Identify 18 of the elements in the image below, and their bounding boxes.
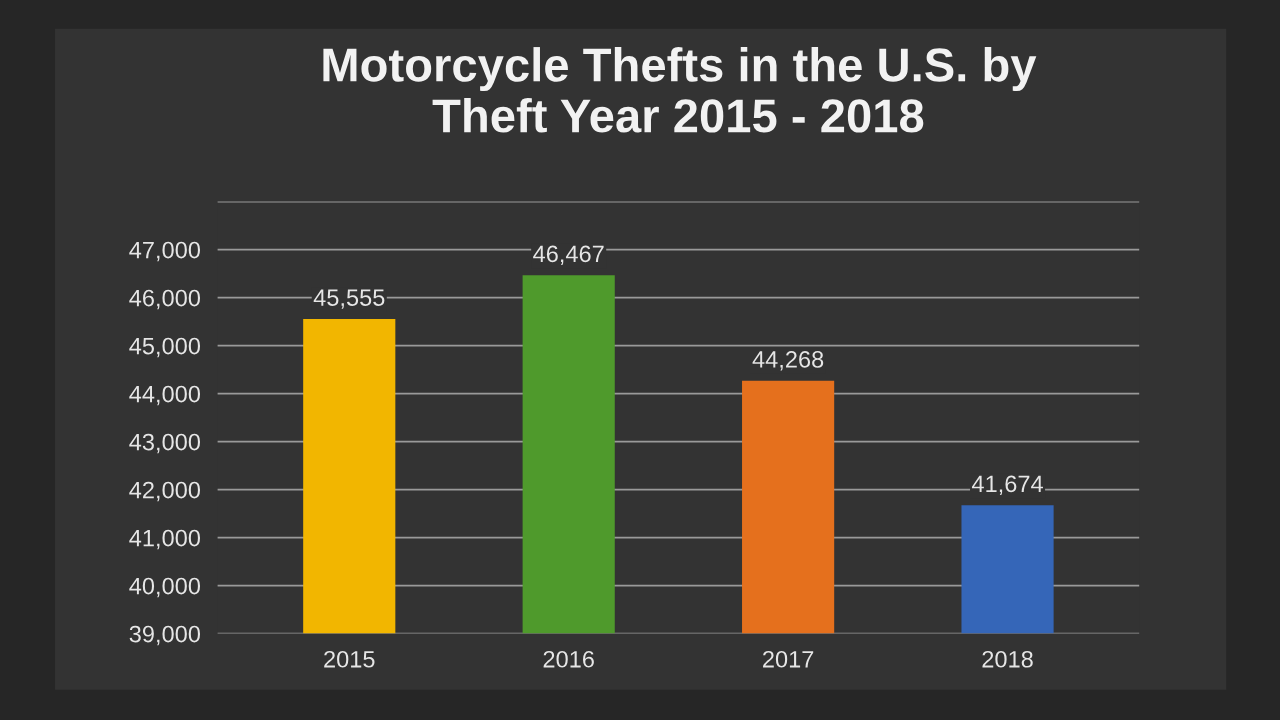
chart-title: Motorcycle Thefts in the U.S. by Theft Year 2015 - 2018 [323, 47, 1037, 133]
x-tick-label: 2018 [982, 650, 1033, 668]
x-tick-label: 2017 [763, 650, 814, 668]
data-label: 41,674 [971, 475, 1043, 496]
y-tick-label: 40,000 [129, 577, 201, 598]
data-label: 46,467 [533, 245, 604, 265]
x-tick-label: 2016 [543, 650, 594, 668]
y-tick-label: 46,000 [129, 289, 201, 310]
y-tick-label: 47,000 [129, 241, 201, 262]
data-label: 45,555 [313, 289, 385, 309]
y-tick-label: 39,000 [129, 625, 201, 646]
x-tick-label: 2015 [324, 650, 375, 668]
y-tick-label: 41,000 [129, 529, 201, 550]
data-label: 44,268 [752, 351, 824, 371]
y-tick-label: 45,000 [129, 337, 201, 358]
y-tick-label: 43,000 [129, 433, 201, 454]
y-tick-label: 44,000 [129, 385, 201, 406]
y-tick-label: 42,000 [129, 481, 201, 502]
